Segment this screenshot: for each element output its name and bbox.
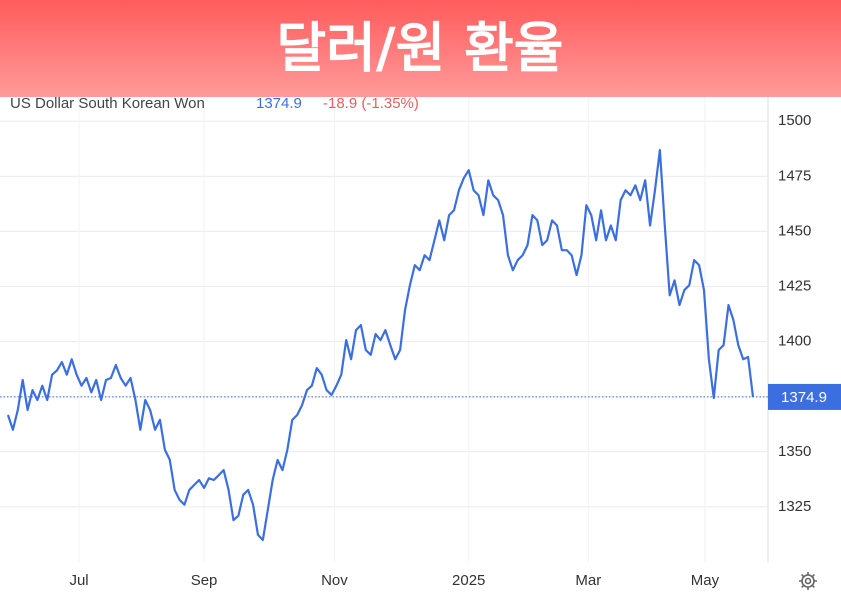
x-tick-label: Mar [575, 572, 601, 589]
x-tick-label: 2025 [452, 572, 485, 589]
y-tick-label: 1400 [778, 333, 811, 350]
last-value-box [768, 383, 841, 410]
y-tick-label: 1325 [778, 498, 811, 515]
x-tick-label: May [691, 572, 720, 589]
last-value-label: 1374.9 [781, 389, 827, 406]
legend-value: 1374.9 [256, 95, 302, 112]
x-tick-label: Sep [191, 572, 218, 589]
legend-name: US Dollar South Korean Won [10, 95, 205, 112]
chart-title: 달러/원 환율 [277, 17, 564, 80]
y-tick-label: 1425 [778, 277, 811, 294]
legend: US Dollar South Korean Won 1374.9 -18.9 … [10, 95, 419, 112]
settings-icon[interactable] [799, 572, 817, 590]
y-tick-label: 1350 [778, 443, 811, 460]
y-tick-label: 1500 [778, 112, 811, 129]
y-tick-label: 1450 [778, 222, 811, 239]
legend-change: -18.9 (-1.35%) [323, 95, 419, 112]
x-tick-label: Jul [69, 572, 88, 589]
y-tick-label: 1475 [778, 167, 811, 184]
x-tick-label: Nov [321, 572, 348, 589]
series-line [6, 149, 755, 542]
title-banner [0, 0, 841, 97]
